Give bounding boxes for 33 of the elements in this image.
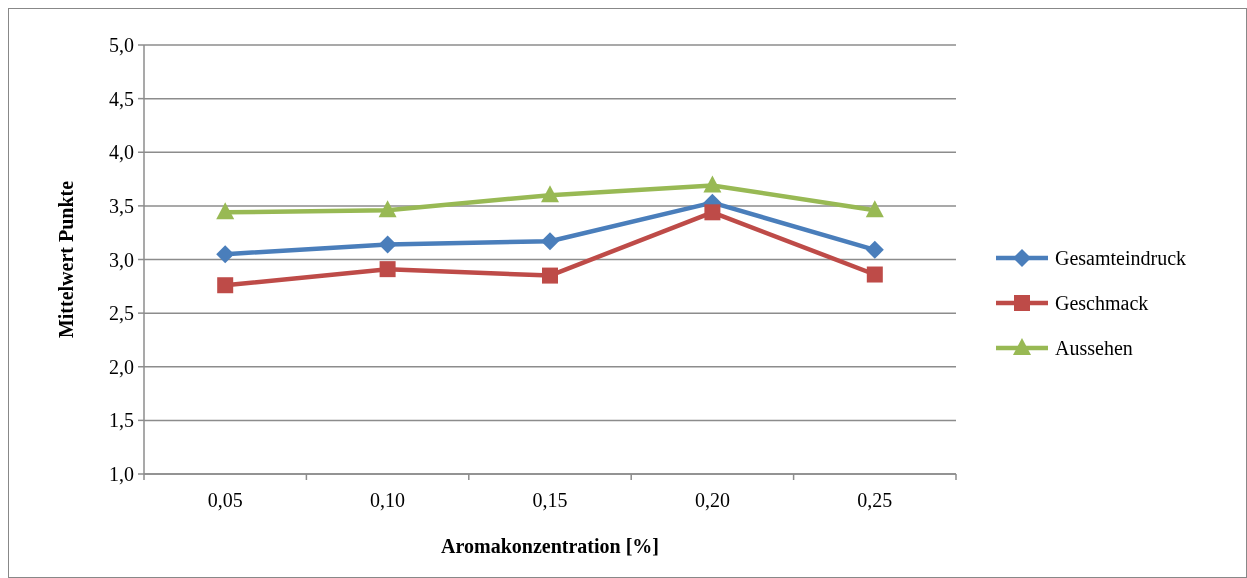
x-tick-label: 0,15: [532, 489, 568, 511]
y-tick-label: 1,0: [109, 463, 134, 485]
y-axis-title: Mittelwert Punkte: [55, 180, 77, 339]
y-tick-label: 5,0: [109, 34, 134, 56]
point: [378, 200, 397, 218]
point: [866, 266, 883, 283]
point: [378, 235, 397, 254]
x-tick-label: 0,20: [694, 489, 730, 511]
point: [703, 175, 722, 193]
point: [865, 200, 884, 218]
legend-label: Aussehen: [1055, 337, 1133, 359]
y-tick-label: 4,0: [109, 141, 134, 164]
point: [541, 185, 559, 203]
point: [541, 232, 559, 251]
y-tick-label: 3,5: [109, 194, 134, 217]
point: [542, 267, 558, 284]
y-tick-label: 4,5: [109, 87, 134, 110]
point: [865, 240, 884, 259]
x-tick-label: 0,05: [207, 489, 243, 511]
point: [379, 261, 396, 278]
y-tick-label: 2,5: [109, 302, 134, 325]
legend-label: Geschmack: [1055, 292, 1149, 314]
point: [216, 202, 235, 220]
y-tick-label: 2,0: [109, 355, 134, 378]
point: [216, 245, 235, 264]
y-tick-label: 3,0: [109, 248, 134, 271]
legend-label: Gesamteindruck: [1055, 247, 1187, 269]
x-axis-title: Aromakonzentration [%]: [441, 535, 659, 557]
x-tick-label: 0,25: [857, 489, 893, 511]
point: [217, 277, 234, 294]
x-tick-label: 0,10: [370, 489, 406, 511]
y-tick-label: 1,5: [109, 409, 134, 432]
point: [704, 204, 721, 221]
